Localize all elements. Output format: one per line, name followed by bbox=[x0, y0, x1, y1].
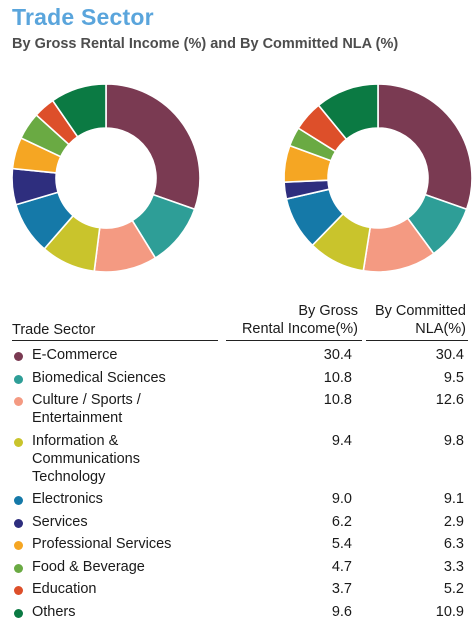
value-gross-rental-income: 5.4 bbox=[332, 535, 352, 553]
legend-dot-professional-services bbox=[14, 541, 23, 550]
page-subtitle: By Gross Rental Income (%) and By Commit… bbox=[12, 36, 398, 52]
value-gross-rental-income: 9.0 bbox=[332, 490, 352, 508]
value-committed-nla: 9.5 bbox=[444, 369, 464, 387]
value-gross-rental-income: 6.2 bbox=[332, 513, 352, 531]
header-rule-gri bbox=[226, 340, 362, 341]
table-row-e-commerce: E-Commerce 30.4 30.4 bbox=[12, 344, 468, 367]
value-gross-rental-income: 10.8 bbox=[324, 369, 352, 387]
header-gri-line1: By Gross bbox=[228, 302, 358, 320]
value-committed-nla: 10.9 bbox=[436, 603, 464, 621]
value-committed-nla: 3.3 bbox=[444, 558, 464, 576]
row-label: E-Commerce bbox=[32, 346, 217, 364]
legend-dot-electronics bbox=[14, 496, 23, 505]
header-nla-line2: NLA(%) bbox=[356, 320, 466, 338]
row-label-line: E-Commerce bbox=[32, 346, 217, 364]
row-label-line: Education bbox=[32, 580, 217, 598]
row-label-line: Communications bbox=[32, 450, 217, 468]
page-title: Trade Sector bbox=[12, 4, 154, 31]
row-label: Electronics bbox=[32, 490, 217, 508]
header-gri-line2: Rental Income(%) bbox=[228, 320, 358, 338]
table-row-electronics: Electronics 9.0 9.1 bbox=[12, 488, 468, 511]
value-gross-rental-income: 9.4 bbox=[332, 432, 352, 450]
donut-chart-committed-nla bbox=[278, 78, 472, 278]
legend-dot-food-beverage bbox=[14, 564, 23, 573]
legend-dot-others bbox=[14, 609, 23, 618]
table-row-others: Others 9.6 10.9 bbox=[12, 601, 468, 623]
value-committed-nla: 9.8 bbox=[444, 432, 464, 450]
table-header: Trade Sector By Gross Rental Income(%) B… bbox=[12, 300, 468, 340]
row-label-line: Professional Services bbox=[32, 535, 217, 553]
value-committed-nla: 30.4 bbox=[436, 346, 464, 364]
header-trade-sector: Trade Sector bbox=[12, 322, 95, 338]
table-row-professional-services: Professional Services 5.4 6.3 bbox=[12, 533, 468, 556]
row-label: Biomedical Sciences bbox=[32, 369, 217, 387]
legend-dot-information-communications-technology bbox=[14, 438, 23, 447]
value-gross-rental-income: 30.4 bbox=[324, 346, 352, 364]
value-committed-nla: 6.3 bbox=[444, 535, 464, 553]
table-row-services: Services 6.2 2.9 bbox=[12, 511, 468, 534]
value-committed-nla: 9.1 bbox=[444, 490, 464, 508]
value-gross-rental-income: 9.6 bbox=[332, 603, 352, 621]
row-label: Others bbox=[32, 603, 217, 621]
row-label-line: Services bbox=[32, 513, 217, 531]
row-label: Education bbox=[32, 580, 217, 598]
value-committed-nla: 5.2 bbox=[444, 580, 464, 598]
trade-sector-table: Trade Sector By Gross Rental Income(%) B… bbox=[12, 300, 468, 623]
header-committed-nla: By Committed NLA(%) bbox=[356, 302, 466, 338]
legend-dot-biomedical-sciences bbox=[14, 375, 23, 384]
row-label-line: Information & bbox=[32, 432, 217, 450]
donut-slice-nla-e-commerce bbox=[378, 84, 472, 209]
row-label-line: Entertainment bbox=[32, 409, 217, 427]
legend-dot-services bbox=[14, 519, 23, 528]
donut-slice-gri-e-commerce bbox=[106, 84, 200, 209]
table-body: E-Commerce 30.4 30.4 Biomedical Sciences 10.… bbox=[12, 344, 468, 623]
value-gross-rental-income: 4.7 bbox=[332, 558, 352, 576]
value-committed-nla: 12.6 bbox=[436, 391, 464, 409]
value-gross-rental-income: 3.7 bbox=[332, 580, 352, 598]
row-label-line: Electronics bbox=[32, 490, 217, 508]
header-nla-line1: By Committed bbox=[356, 302, 466, 320]
donut-chart-gross-rental-income bbox=[6, 78, 206, 278]
row-label-line: Others bbox=[32, 603, 217, 621]
header-gross-rental-income: By Gross Rental Income(%) bbox=[228, 302, 358, 338]
row-label-line: Culture / Sports / bbox=[32, 391, 217, 409]
header-rule-nla bbox=[366, 340, 468, 341]
legend-dot-education bbox=[14, 586, 23, 595]
row-label: Services bbox=[32, 513, 217, 531]
table-row-culture-sports-entertainment: Culture / Sports /Entertainment 10.8 12.6 bbox=[12, 389, 468, 430]
row-label: Food & Beverage bbox=[32, 558, 217, 576]
legend-dot-e-commerce bbox=[14, 352, 23, 361]
table-row-food-beverage: Food & Beverage 4.7 3.3 bbox=[12, 556, 468, 579]
table-row-education: Education 3.7 5.2 bbox=[12, 578, 468, 601]
row-label: Professional Services bbox=[32, 535, 217, 553]
row-label: Culture / Sports /Entertainment bbox=[32, 391, 217, 427]
legend-dot-culture-sports-entertainment bbox=[14, 397, 23, 406]
row-label-line: Biomedical Sciences bbox=[32, 369, 217, 387]
header-rule-sector bbox=[12, 340, 218, 341]
row-label-line: Food & Beverage bbox=[32, 558, 217, 576]
value-gross-rental-income: 10.8 bbox=[324, 391, 352, 409]
row-label-line: Technology bbox=[32, 468, 217, 486]
value-committed-nla: 2.9 bbox=[444, 513, 464, 531]
table-row-biomedical-sciences: Biomedical Sciences 10.8 9.5 bbox=[12, 367, 468, 390]
